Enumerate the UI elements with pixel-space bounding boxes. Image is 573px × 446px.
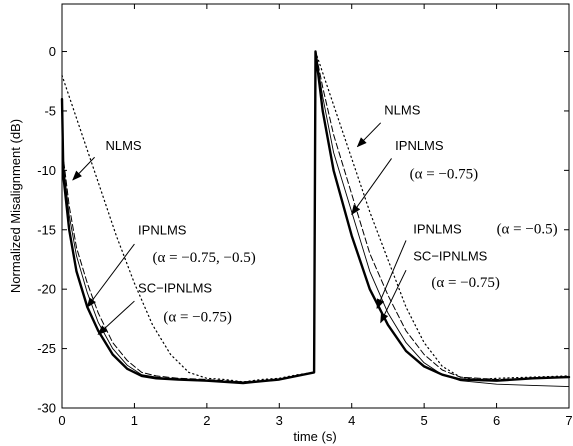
y-tick-label: -30 (37, 401, 56, 416)
x-tick-label: 5 (421, 413, 428, 428)
x-tick-label: 6 (493, 413, 500, 428)
annotation-arrow (356, 122, 382, 148)
x-tick-label: 4 (348, 413, 355, 428)
annotation-param: (α = −0.75) (163, 309, 232, 325)
x-tick-label: 3 (276, 413, 283, 428)
annotation-arrow (351, 158, 392, 216)
x-tick-label: 7 (565, 413, 572, 428)
annotation-param: (α = −0.75, −0.5) (153, 250, 256, 266)
x-tick-label: 2 (203, 413, 210, 428)
annotation-arrow (72, 156, 95, 181)
annotation-param: (α = −0.5) (497, 221, 558, 237)
annotation-label: IPNLMS (138, 223, 187, 238)
annotation-label: NLMS (105, 138, 141, 153)
y-tick-label: 0 (49, 44, 56, 59)
annotation-arrow (86, 243, 135, 308)
annotation-label: IPNLMS (413, 221, 462, 236)
annotation-arrow (97, 300, 135, 336)
x-tick-label: 0 (58, 413, 65, 428)
annotation-param: (α = −0.75) (410, 167, 479, 183)
annotation-label: SC−IPNLMS (138, 281, 212, 296)
x-tick-label: 1 (131, 413, 138, 428)
annotation-label: SC−IPNLMS (413, 249, 487, 264)
annotation-label: IPNLMS (395, 138, 444, 153)
tick-layer: 0 1 2 3 4 5 6 7 0 -5 -10 -15 -20 -25 -30 (37, 4, 573, 428)
annotation-arrow (380, 269, 407, 324)
y-tick-label: -15 (37, 222, 56, 237)
series-line-thick (60, 50, 571, 385)
y-tick-label: -10 (37, 163, 56, 178)
annotation-label: NLMS (384, 103, 420, 118)
y-tick-label: -25 (37, 341, 56, 356)
annotation-arrow (376, 240, 407, 310)
annotation-layer: NLMS IPNLMS (α = −0.75, −0.5) SC−IPNLMS (α =… (72, 103, 558, 336)
y-tick-label: -20 (37, 282, 56, 297)
annotation-param: (α = −0.75) (431, 275, 500, 291)
x-axis-label: time (s) (293, 429, 336, 444)
y-axis-label: Normalized Misalignment (dB) (8, 119, 23, 293)
y-tick-label: -5 (44, 103, 56, 118)
